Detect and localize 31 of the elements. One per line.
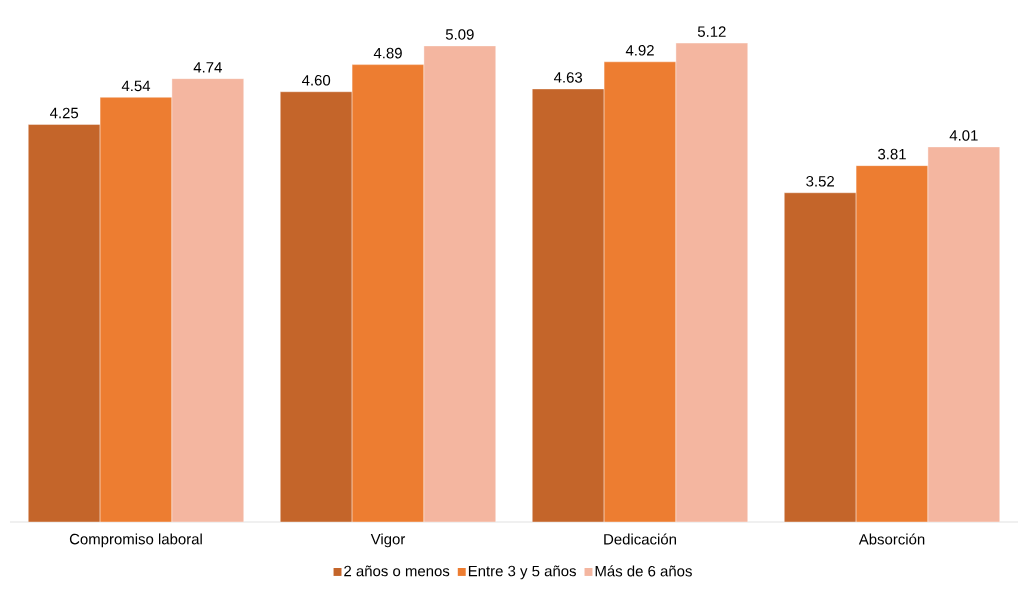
x-tick-label: Absorción [858,533,925,545]
data-label: 4.63 [553,72,583,83]
bar [927,146,1000,522]
data-label: 3.52 [806,175,834,187]
data-label: 4.25 [49,107,79,119]
bar [351,64,425,522]
legend-label: Más de 6 años [595,565,692,577]
legend-label: 2 años o menos [344,565,450,577]
data-label: 4.60 [301,74,331,86]
bar [855,165,929,522]
data-label: 4.92 [625,45,654,56]
bar [423,45,496,522]
legend-label: Entre 3 y 5 años [468,565,576,580]
bar [99,97,173,522]
bar [280,91,353,522]
data-label: 4.74 [193,62,222,73]
x-tick-label: Compromiso laboral [69,533,202,548]
data-label: 4.89 [373,47,402,59]
data-label: 5.12 [697,26,726,37]
data-label: 3.81 [878,148,906,160]
x-tick-label: Vigor [370,533,406,548]
data-label: 5.09 [445,29,474,40]
bar [28,124,101,522]
bar [675,42,748,522]
bar [171,78,244,522]
data-label: 4.01 [949,130,978,141]
data-label: 4.54 [121,80,151,92]
bar [532,88,605,522]
x-tick-label: Dedicación [604,533,676,545]
bar [603,61,677,522]
bar [784,192,857,522]
